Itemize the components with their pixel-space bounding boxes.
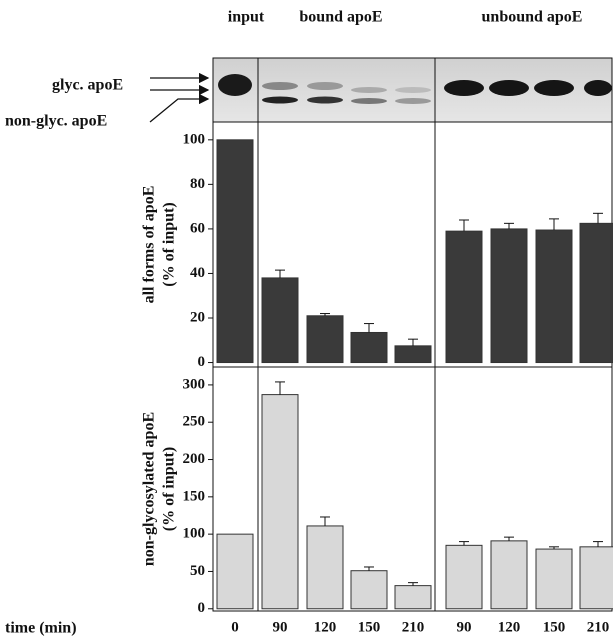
x-tick-label: 210 bbox=[402, 619, 425, 635]
y-axis-label: (% of input) bbox=[161, 202, 178, 286]
bar bbox=[395, 586, 431, 609]
y-tick-label: 250 bbox=[183, 414, 206, 430]
figure: input bound apoE unbound apoE glyc. apoE… bbox=[0, 0, 613, 639]
group-label: input bbox=[228, 9, 265, 26]
x-tick-label: 210 bbox=[587, 619, 610, 635]
y-tick-label: 80 bbox=[190, 176, 205, 192]
bar bbox=[536, 549, 572, 609]
gel-label: glyc. apoE bbox=[52, 77, 123, 94]
bar bbox=[217, 140, 253, 363]
y-tick-label: 100 bbox=[183, 526, 206, 542]
bar bbox=[395, 346, 431, 363]
y-axis-label: non-glycosylated apoE bbox=[141, 412, 158, 566]
y-tick-label: 0 bbox=[198, 600, 206, 616]
y-tick-label: 150 bbox=[183, 488, 206, 504]
bar bbox=[491, 541, 527, 609]
x-tick-label: 120 bbox=[314, 619, 337, 635]
x-tick-label: 150 bbox=[543, 619, 566, 635]
bar bbox=[580, 223, 613, 362]
bar bbox=[536, 230, 572, 363]
bar bbox=[446, 231, 482, 362]
y-tick-label: 50 bbox=[190, 563, 205, 579]
bar bbox=[217, 534, 253, 609]
gel-label: non-glyc. apoE bbox=[5, 113, 107, 130]
x-tick-label: 90 bbox=[273, 619, 288, 635]
bar bbox=[307, 526, 343, 609]
x-tick-label: 0 bbox=[231, 619, 239, 635]
y-tick-label: 40 bbox=[190, 265, 205, 281]
y-tick-label: 200 bbox=[183, 451, 206, 467]
y-axis-label: all forms of apoE bbox=[141, 186, 158, 304]
group-label: unbound apoE bbox=[482, 9, 583, 26]
bar bbox=[580, 547, 613, 609]
bar bbox=[446, 545, 482, 608]
y-tick-label: 300 bbox=[183, 376, 206, 392]
x-axis-label: time (min) bbox=[5, 620, 77, 637]
y-tick-label: 20 bbox=[190, 309, 205, 325]
bar bbox=[491, 229, 527, 363]
bar bbox=[262, 395, 298, 609]
x-tick-label: 150 bbox=[358, 619, 381, 635]
arrows bbox=[150, 78, 208, 122]
y-tick-label: 0 bbox=[198, 354, 206, 370]
bar bbox=[307, 316, 343, 363]
x-tick-label: 90 bbox=[457, 619, 472, 635]
y-axis-label: (% of input) bbox=[161, 447, 178, 531]
y-tick-label: 60 bbox=[190, 220, 205, 236]
bar bbox=[351, 571, 387, 609]
bar bbox=[351, 332, 387, 362]
y-tick-label: 100 bbox=[183, 131, 206, 147]
x-tick-label: 120 bbox=[498, 619, 521, 635]
group-label: bound apoE bbox=[299, 9, 382, 26]
bar bbox=[262, 278, 298, 363]
gel bbox=[213, 58, 612, 122]
